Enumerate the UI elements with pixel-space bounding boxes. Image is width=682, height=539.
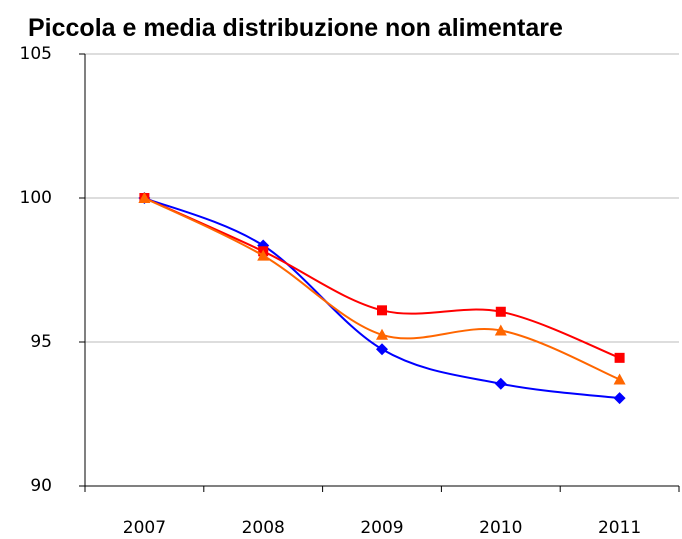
- marker: [377, 305, 387, 316]
- x-tick-label: 2009: [360, 518, 403, 538]
- marker: [613, 373, 626, 385]
- x-tick-label: 2010: [479, 518, 522, 538]
- marker: [257, 249, 270, 261]
- marker: [376, 328, 388, 340]
- line: [144, 197, 620, 400]
- y-tick-label: 100: [20, 188, 52, 208]
- x-tick-label: 2011: [598, 518, 641, 538]
- y-tick-label: 95: [30, 332, 52, 352]
- marker: [376, 343, 388, 356]
- marker: [138, 192, 151, 203]
- x-tick-label: 2007: [123, 518, 166, 538]
- x-tick-label: 2008: [242, 518, 285, 538]
- marker: [494, 377, 507, 390]
- chart-title: Piccola e media distribuzione non alimen…: [28, 14, 563, 42]
- marker: [614, 352, 625, 363]
- y-tick-label: 105: [20, 44, 52, 64]
- marker: [494, 324, 507, 336]
- marker: [613, 392, 626, 405]
- marker: [495, 306, 506, 317]
- y-tick-label: 90: [30, 476, 52, 496]
